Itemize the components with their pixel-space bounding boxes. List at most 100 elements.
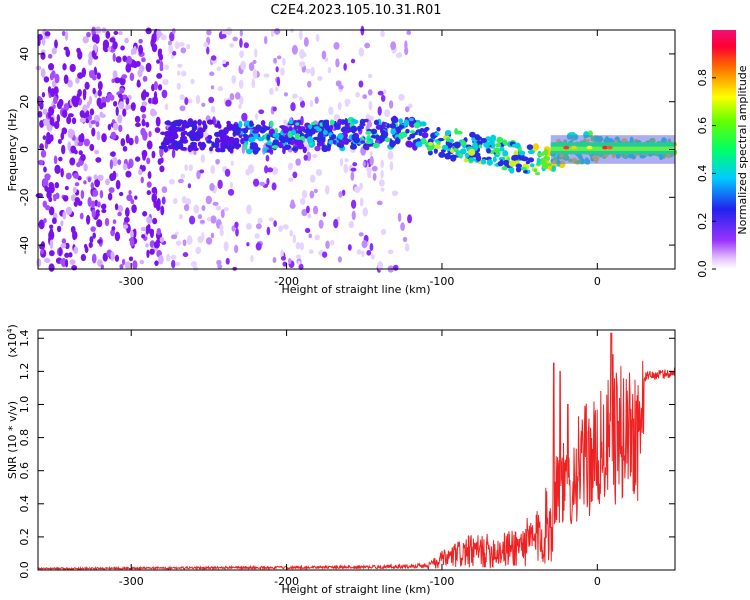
spectrogram-ridge-blob [187, 144, 193, 153]
spectrogram-ridge-blob [438, 151, 446, 158]
spectrogram-ridge-blob [398, 124, 405, 129]
spectrogram-noise-blob [87, 196, 92, 207]
snr-x-ticks: -300 -200 -100 0 [119, 330, 601, 588]
spectrogram-peak-blob [563, 145, 570, 150]
spectrogram-ridge-blob [179, 138, 184, 145]
spectrogram-noise-blob [105, 30, 111, 39]
spectrogram-noise-blob [43, 166, 47, 173]
spectrogram-noise-blob [299, 30, 303, 41]
spectrogram-noise-blob [266, 177, 270, 186]
snr-y-tick-label: 0.8 [18, 429, 31, 447]
spectrogram-noise-blob [62, 195, 69, 202]
spectrogram-y-tick-label: -40 [18, 236, 31, 254]
spectrogram-ridge-blob [337, 118, 343, 125]
spectrogram-noise-blob [120, 138, 126, 147]
spectrogram-noise-blob [87, 176, 92, 183]
spectrogram-ridge-blob [260, 120, 266, 127]
spectrogram-noise-blob [134, 156, 141, 162]
spectrogram-ridge-blob [409, 117, 414, 122]
spectrogram-ridge-blob [511, 143, 518, 148]
spectrogram-ridge-blob [350, 125, 358, 133]
spectrogram-noise-blob [90, 119, 96, 125]
spectrogram-noise-blob [295, 158, 301, 166]
spectrogram-noise-blob [312, 205, 319, 215]
spectrogram-noise-blob [138, 38, 143, 44]
spectrogram-ridge-blob [551, 165, 556, 173]
spectrogram-noise-blob [170, 234, 178, 240]
spectrogram-noise-blob [138, 168, 143, 176]
spectrogram-noise-blob [205, 195, 212, 205]
spectrogram-noise-blob [45, 136, 52, 145]
spectrogram-noise-blob [377, 90, 385, 96]
snr-x-tick-label: 0 [594, 575, 601, 588]
spectrogram-noise-blob [358, 232, 364, 237]
spectrogram-noise-blob [195, 246, 202, 255]
spectrogram-ridge-blob [258, 136, 262, 142]
spectrogram-noise-blob [63, 46, 69, 51]
spectrogram-noise-blob [250, 254, 254, 263]
spectrogram-ridge-blob [316, 139, 323, 144]
spectrogram-noise-blob [282, 261, 288, 267]
spectrogram-noise-blob [361, 250, 365, 258]
spectrogram-noise-blob [366, 167, 373, 173]
spectrogram-noise-blob [49, 224, 54, 230]
spectrogram-noise-blob [367, 73, 373, 79]
spectrogram-noise-blob [301, 190, 308, 199]
spectrogram-noise-blob [176, 70, 181, 76]
spectrogram-noise-blob [100, 264, 104, 269]
spectrogram-noise-blob [223, 207, 229, 212]
spectrogram-noise-blob [112, 53, 116, 62]
spectrogram-noise-blob [166, 253, 171, 262]
spectrogram-band-core [550, 146, 675, 151]
spectrogram-noise-blob [174, 231, 179, 236]
spectrogram-ridge-blob [359, 118, 366, 126]
spectrogram-noise-blob [164, 64, 169, 71]
spectrogram-noise-blob [265, 154, 270, 162]
spectrogram-noise-blob [269, 87, 274, 95]
spectrogram-ridge-blob [463, 158, 469, 163]
spectrogram-ridge-blob [421, 131, 429, 139]
spectrogram-noise-blob [407, 214, 413, 224]
spectrogram-noise-blob [227, 28, 231, 36]
spectrogram-noise-blob [146, 249, 150, 258]
spectrogram-noise-blob [344, 102, 349, 107]
spectrogram-noise-blob [41, 91, 46, 98]
spectrogram-noise-blob [299, 242, 305, 251]
spectrogram-noise-blob [170, 54, 174, 60]
spectrogram-noise-blob [105, 97, 111, 103]
spectrogram-ridge-blob [534, 171, 541, 176]
spectrogram-ridge-blob [379, 138, 383, 144]
spectrogram-noise-blob [255, 242, 262, 251]
spectrogram-ridge-blob [339, 140, 346, 145]
spectrogram-peak-blob [586, 145, 593, 150]
spectrogram-noise-blob [77, 89, 82, 97]
spectrogram-noise-blob [72, 98, 79, 108]
spectrogram-noise-blob [83, 112, 89, 118]
spectrogram-noise-blob [120, 45, 125, 51]
spectrogram-noise-blob [96, 97, 102, 107]
spectrogram-noise-blob [63, 103, 70, 112]
spectrogram-noise-blob [59, 259, 66, 265]
spectrogram-noise-blob [40, 52, 46, 60]
spectrogram-noise-blob [217, 179, 223, 190]
spectrogram-noise-blob [229, 43, 234, 48]
spectrogram-noise-blob [107, 46, 112, 52]
spectrogram-ridge-blob [398, 132, 405, 140]
spectrogram-ridge-blob [316, 127, 323, 132]
spectrogram-noise-blob [350, 171, 355, 181]
spectrogram-noise-blob [188, 164, 194, 172]
spectrogram-noise-blob [252, 178, 260, 187]
spectrogram-noise-blob [129, 72, 135, 82]
spectrogram-noise-blob [140, 226, 147, 232]
spectrogram-ridge-blob [465, 152, 470, 159]
spectrogram-ridge-blob [215, 147, 222, 153]
spectrogram-noise-blob [369, 151, 373, 157]
spectrogram-ridge-blob [300, 126, 306, 132]
snr-panel: -300 -200 -100 0 0.0 0.2 0.4 0.6 0.8 1.0 1.2 1.4 H… [6, 324, 676, 596]
spectrogram-noise-blob [314, 234, 321, 241]
spectrogram-noise-blob [112, 41, 118, 50]
spectrogram-noise-blob [58, 246, 63, 257]
spectrogram-noise-blob [343, 163, 349, 174]
spectrogram-noise-blob [97, 80, 103, 91]
spectrogram-noise-blob [220, 209, 225, 219]
